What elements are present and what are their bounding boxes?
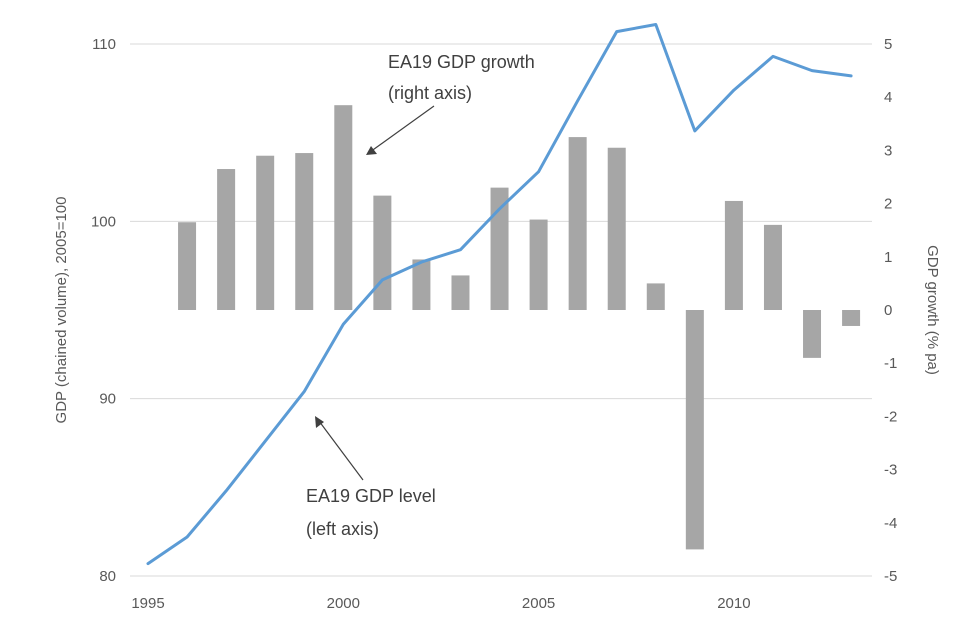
growth-bar-2007 [607, 147, 626, 310]
right-tick-label: -4 [884, 515, 897, 532]
growth-bar-2013 [842, 310, 861, 326]
growth-bars [178, 105, 861, 550]
level-line [146, 23, 853, 566]
annotation-level-line1: EA19 GDP level [306, 486, 436, 506]
right-axis-title: GDP growth (% pa) [924, 245, 941, 375]
annotation-level-arrowhead [315, 416, 324, 428]
x-tick-label: 2000 [327, 595, 360, 612]
right-tick-label: -3 [884, 462, 897, 479]
right-axis-ticks: 5 4 3 2 1 0 -1 -2 -3 -4 -5 [884, 36, 897, 585]
growth-bar-2002 [412, 259, 431, 310]
annotation-level-line2: (left axis) [306, 519, 379, 539]
right-tick-label: -1 [884, 355, 897, 372]
level-line-group [146, 23, 853, 566]
growth-bar-1996 [178, 222, 197, 310]
growth-bar-2000 [334, 105, 353, 311]
left-tick-label: 80 [99, 568, 116, 585]
left-tick-label: 90 [99, 391, 116, 408]
annotation-growth-line1: EA19 GDP growth [388, 52, 535, 72]
annotation-growth-line2: (right axis) [388, 83, 472, 103]
growth-bar-2003 [451, 275, 470, 310]
x-axis-ticks: 1995 2000 2005 2010 [131, 595, 750, 612]
growth-bar-2005 [529, 219, 548, 310]
right-tick-label: 5 [884, 36, 892, 53]
growth-bar-2009 [685, 310, 704, 550]
right-tick-label: 4 [884, 89, 892, 106]
growth-bar-2008 [646, 283, 665, 310]
growth-bar-1998 [256, 155, 275, 310]
annotation-level: EA19 GDP level (left axis) [306, 416, 436, 539]
x-tick-label: 2005 [522, 595, 555, 612]
right-tick-label: 1 [884, 249, 892, 266]
growth-bar-1999 [295, 153, 314, 310]
right-tick-label: 2 [884, 196, 892, 213]
x-tick-label: 2010 [717, 595, 750, 612]
left-tick-label: 110 [92, 36, 116, 53]
left-axis-title: GDP (chained volume), 2005=100 [53, 197, 70, 424]
growth-bar-2004 [490, 187, 509, 310]
growth-bar-2010 [724, 200, 743, 310]
right-tick-label: -2 [884, 408, 897, 425]
annotation-growth-arrow [369, 105, 435, 153]
annotation-level-arrow [318, 420, 364, 481]
annotation-growth: EA19 GDP growth (right axis) [366, 52, 535, 155]
annotation-growth-arrowhead [366, 146, 377, 155]
left-axis-ticks: 80 90 100 110 [91, 36, 116, 585]
growth-bar-2006 [568, 137, 587, 310]
right-tick-label: 0 [884, 302, 892, 319]
growth-bar-2011 [763, 224, 782, 310]
growth-bar-2001 [373, 195, 392, 310]
growth-bar-1997 [217, 169, 236, 310]
x-tick-label: 1995 [131, 595, 164, 612]
right-tick-label: 3 [884, 142, 892, 159]
growth-bar-2012 [803, 310, 822, 358]
left-tick-label: 100 [91, 213, 116, 230]
right-tick-label: -5 [884, 568, 897, 585]
